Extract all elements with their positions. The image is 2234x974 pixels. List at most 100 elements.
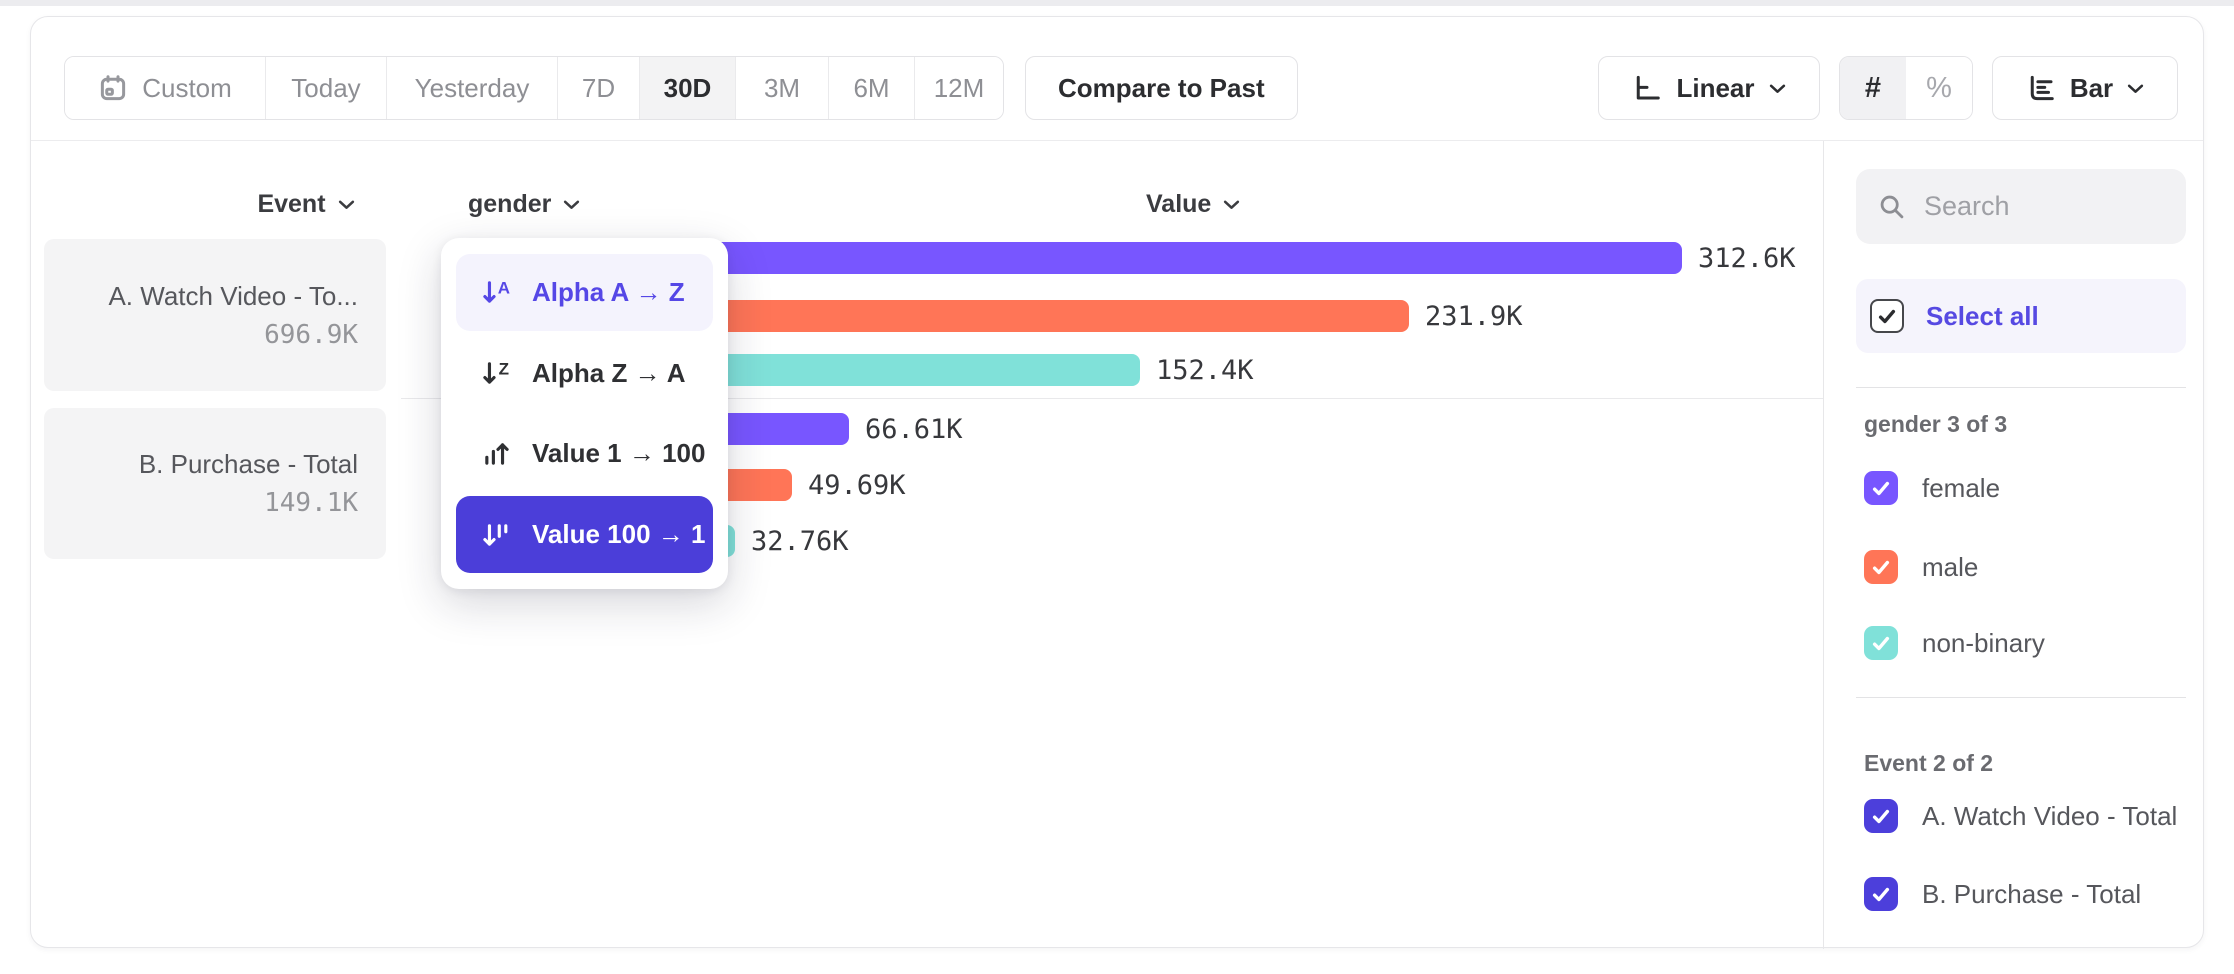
date-range-label: 12M (933, 72, 985, 103)
filter-item-male[interactable]: male (1856, 547, 2186, 587)
sort-option-label: Value 100 → 1 (532, 519, 706, 550)
select-all-checkbox[interactable] (1870, 299, 1904, 333)
search-input[interactable] (1924, 191, 2144, 222)
bar-value-label: 32.76K (751, 525, 849, 557)
bar-value-label: 312.6K (1698, 242, 1796, 274)
chart-type-label: Bar (2069, 72, 2114, 103)
sort-alpha-desc-icon: Z (478, 356, 514, 390)
column-header-value-label: Value (1146, 190, 1212, 218)
event-total-value: 696.9K (264, 319, 358, 350)
date-range-12m[interactable]: 12M (915, 57, 1003, 119)
chart-controls: Linear #% Bar (1598, 56, 2178, 120)
sort-option-label: Alpha A → Z (532, 276, 685, 307)
checkbox-female[interactable] (1864, 471, 1898, 505)
select-all-label: Select all (1926, 300, 2039, 331)
sort-alpha-asc-icon: A (478, 275, 514, 309)
event-card-b-purchase-total[interactable]: B. Purchase - Total 149.1K (44, 408, 386, 559)
linear-scale-icon (1632, 73, 1662, 103)
sidebar-divider (1823, 141, 1824, 949)
filter-item-non-binary[interactable]: non-binary (1856, 623, 2186, 663)
date-range-3m[interactable]: 3M (736, 57, 829, 119)
sort-option-label: Value 1 → 100 (532, 438, 706, 469)
checkbox-non-binary[interactable] (1864, 626, 1898, 660)
svg-text:A: A (498, 279, 510, 298)
scale-selector-button[interactable]: Linear (1598, 56, 1820, 120)
column-header-event[interactable]: Event (211, 190, 401, 219)
date-range-today[interactable]: Today (266, 57, 387, 119)
sort-option-value-100-1[interactable]: Value 100 → 1 (456, 496, 713, 573)
bar-value-label: 66.61K (865, 413, 963, 445)
chevron-down-icon (1223, 199, 1240, 210)
sort-option-alpha-z-a[interactable]: Z Alpha Z → A (456, 335, 713, 412)
date-range-group: Custom Today Yesterday 7D 30D 3M 6M 12M (64, 56, 1004, 120)
filter-item-label: male (1922, 551, 1979, 582)
date-range-label: Today (291, 72, 361, 103)
chevron-down-icon (1769, 83, 1786, 94)
event-card-a-watch-video-to[interactable]: A. Watch Video - To... 696.9K (44, 239, 386, 391)
chevron-down-icon (338, 199, 355, 210)
toolbar: Custom Today Yesterday 7D 30D 3M 6M 12M Compare… (31, 17, 2203, 141)
sort-menu-popover: A Alpha A → Z Z Alpha Z → A Value 1 → 100 Val… (441, 238, 728, 589)
event-name: B. Purchase - Total (138, 449, 358, 479)
date-range-6m[interactable]: 6M (829, 57, 915, 119)
sort-value-desc-icon (478, 518, 514, 552)
sidebar-section-divider (1856, 697, 2186, 698)
column-header-event-label: Event (257, 190, 326, 218)
sort-value-asc-icon (478, 437, 514, 471)
bar-a-watch-video-total-female[interactable] (624, 242, 1682, 274)
event-name: A. Watch Video - To... (108, 280, 358, 311)
checkbox-male[interactable] (1864, 550, 1898, 584)
filter-item-a-watch-video-total[interactable]: A. Watch Video - Total (1856, 796, 2186, 836)
checkbox-b-purchase-total[interactable] (1864, 877, 1898, 911)
filter-item-female[interactable]: female (1856, 468, 2186, 508)
bar-value-label: 49.69K (808, 469, 906, 501)
date-range-custom[interactable]: Custom (65, 57, 266, 119)
event-total-value: 149.1K (264, 488, 358, 518)
date-range-label: 3M (763, 72, 801, 103)
select-all-row[interactable]: Select all (1856, 279, 2186, 353)
chevron-down-icon (2127, 83, 2144, 94)
date-range-yesterday[interactable]: Yesterday (387, 57, 558, 119)
filter-item-b-purchase-total[interactable]: B. Purchase - Total (1856, 874, 2186, 914)
page-top-edge (0, 0, 2234, 6)
date-range-label: Yesterday (414, 72, 530, 103)
date-range-label: 7D (581, 72, 616, 103)
bar-value-label: 231.9K (1425, 300, 1523, 332)
date-range-label: 6M (853, 72, 890, 103)
search-field (1856, 169, 2186, 244)
percent-toggle[interactable]: % (1906, 57, 1972, 119)
sort-option-value-1-100[interactable]: Value 1 → 100 (456, 416, 713, 493)
sort-option-label: Alpha Z → A (532, 357, 686, 388)
bar-chart-icon (2026, 73, 2056, 103)
sidebar-section-divider (1856, 387, 2186, 388)
filter-item-label: A. Watch Video - Total (1922, 800, 2178, 831)
checkbox-a-watch-video-total[interactable] (1864, 799, 1898, 833)
scale-selector-label: Linear (1676, 72, 1755, 103)
search-icon (1878, 193, 1906, 221)
filter-item-label: B. Purchase - Total (1922, 878, 2142, 909)
svg-text:Z: Z (499, 359, 509, 378)
date-range-label: Custom (142, 72, 232, 103)
date-range-label: 30D (663, 72, 712, 103)
report-card: Custom Today Yesterday 7D 30D 3M 6M 12M Compare… (30, 16, 2204, 949)
filter-group-title-event-2-of-2: Event 2 of 2 (1864, 749, 1994, 776)
date-range-30d[interactable]: 30D (640, 57, 736, 119)
bar-a-watch-video-total-male[interactable] (624, 300, 1409, 332)
absolute-number-toggle[interactable]: # (1840, 57, 1906, 119)
column-header-value[interactable]: Value (1146, 190, 1240, 219)
series-divider (401, 398, 1823, 399)
chart-type-selector-button[interactable]: Bar (1992, 56, 2178, 120)
filter-item-label: female (1922, 472, 2001, 503)
calendar-icon (98, 73, 128, 103)
sort-option-alpha-a-z[interactable]: A Alpha A → Z (456, 254, 713, 331)
chevron-down-icon (563, 199, 580, 210)
column-header-gender-label: gender (468, 190, 552, 218)
compare-to-past-button[interactable]: Compare to Past (1025, 56, 1298, 120)
bar-value-label: 152.4K (1156, 354, 1254, 386)
date-range-7d[interactable]: 7D (558, 57, 640, 119)
value-format-toggle: #% (1839, 56, 1973, 120)
filter-group-title-gender-3-of-3: gender 3 of 3 (1864, 410, 2008, 437)
column-header-gender[interactable]: gender (468, 190, 580, 219)
filter-item-label: non-binary (1922, 627, 2045, 658)
